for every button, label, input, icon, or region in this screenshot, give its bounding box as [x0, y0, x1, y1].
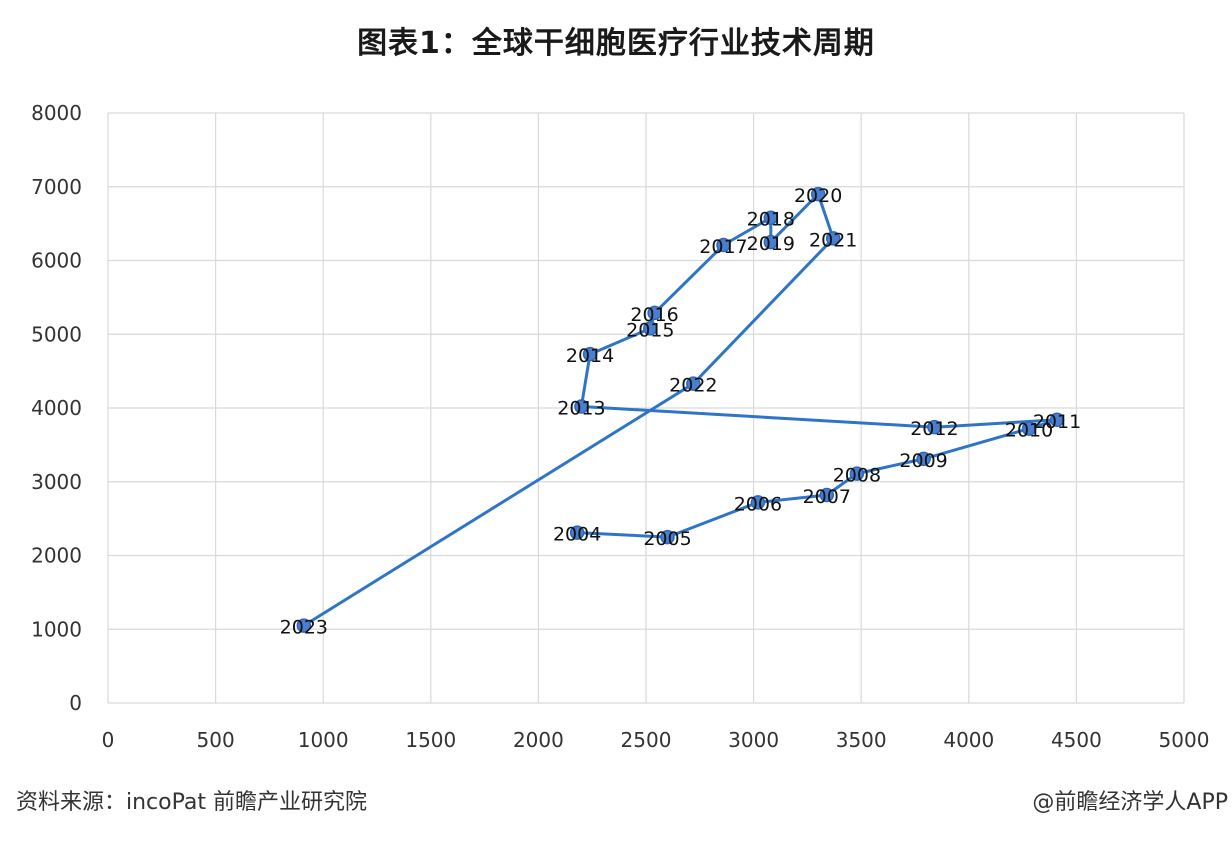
- y-tick-label: 2000: [31, 544, 82, 568]
- data-point-marker: [643, 321, 658, 336]
- data-point-marker: [916, 451, 931, 467]
- y-tick-label: 6000: [31, 249, 82, 273]
- x-tick-label: 500: [197, 728, 235, 752]
- y-tick-label: 3000: [31, 470, 82, 494]
- source-note: 资料来源：incoPat 前瞻产业研究院: [16, 790, 367, 815]
- data-point-label: 2005: [643, 528, 691, 550]
- x-tick-label: 4000: [943, 728, 994, 752]
- data-point-label: 2014: [566, 345, 614, 367]
- chart-title: 图表1：全球干细胞医疗行业技术周期: [357, 26, 875, 61]
- data-point-label: 2006: [734, 493, 782, 515]
- data-point-marker: [750, 495, 766, 510]
- y-tick-label: 1000: [31, 617, 82, 641]
- data-point-marker: [763, 210, 779, 225]
- data-point-label: 2009: [899, 450, 947, 472]
- data-markers: [296, 186, 1065, 633]
- x-tick-label: 0: [102, 728, 115, 752]
- data-point-marker: [574, 399, 589, 414]
- x-tick-label: 2000: [513, 728, 564, 752]
- data-point-label: 2012: [910, 418, 958, 440]
- data-point-marker: [849, 466, 865, 481]
- data-point-label: 2011: [1033, 411, 1081, 433]
- data-point-marker: [296, 618, 312, 633]
- data-point-marker: [825, 231, 841, 246]
- data-point-label: 2013: [557, 398, 605, 420]
- data-point-label: 2004: [553, 524, 601, 546]
- y-tick-label: 0: [69, 691, 82, 715]
- data-point-marker: [716, 237, 731, 253]
- data-point-marker: [1021, 421, 1037, 436]
- data-point-label: 2023: [280, 617, 328, 639]
- y-tick-label: 8000: [31, 101, 82, 125]
- x-tick-label: 3000: [728, 728, 779, 752]
- data-point-marker: [819, 487, 835, 503]
- data-point-label: 2010: [1005, 420, 1053, 442]
- x-tick-label: 5000: [1159, 728, 1210, 752]
- data-point-label: 2008: [833, 465, 881, 487]
- data-point-marker: [1049, 412, 1065, 428]
- y-tick-label: 5000: [31, 322, 82, 346]
- x-tick-label: 1500: [405, 728, 456, 752]
- data-point-label: 2018: [747, 209, 795, 231]
- data-point-label: 2019: [747, 233, 795, 255]
- data-point-label: 2022: [669, 375, 717, 397]
- series-line: [302, 192, 1059, 628]
- axis-tick-labels: 0 500 1000 1500 2000 2500 3000 3500 4000 4500 5000…: [31, 101, 1209, 752]
- data-point-label: 2016: [630, 304, 678, 326]
- data-point-label: 2021: [809, 229, 857, 251]
- grid-lines: [107, 112, 1185, 704]
- data-point-marker: [686, 376, 701, 391]
- data-point-marker: [810, 186, 826, 202]
- y-tick-label: 7000: [31, 175, 82, 199]
- data-point-label: 2020: [794, 185, 842, 207]
- data-point-marker: [647, 305, 662, 321]
- series-polyline: [302, 192, 1059, 628]
- data-point-marker: [763, 234, 779, 250]
- x-tick-label: 1000: [298, 728, 349, 752]
- data-point-label: 2007: [803, 486, 851, 508]
- data-point-marker: [927, 419, 942, 435]
- x-tick-label: 4500: [1051, 728, 1102, 752]
- y-tick-label: 4000: [31, 396, 82, 420]
- data-point-marker: [660, 529, 675, 545]
- data-point-marker: [569, 525, 585, 540]
- data-point-marker: [582, 346, 598, 362]
- data-point-label: 2017: [699, 236, 747, 258]
- x-tick-label: 2500: [621, 728, 672, 752]
- x-tick-label: 3500: [836, 728, 887, 752]
- brand-note: @前瞻经济学人APP: [1032, 790, 1228, 815]
- data-point-label: 2015: [626, 319, 674, 341]
